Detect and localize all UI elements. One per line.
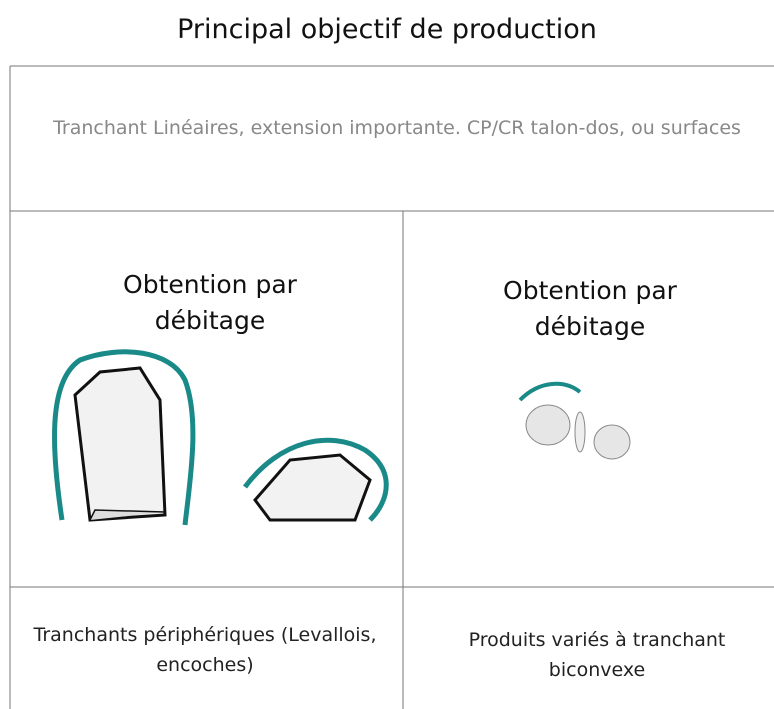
cell-caption: Tranchants périphériques (Levallois, enc… [33,624,377,676]
cell-caption: Produits variés à tranchant biconvexe [468,629,726,681]
header-text: Tranchant Linéaires, extension important… [53,117,741,139]
cell-heading: Obtention par débitage [503,276,677,341]
cell-heading: Obtention par débitage [123,270,297,335]
tool-illustration [52,349,631,526]
title: Principal objectif de production [177,14,597,45]
